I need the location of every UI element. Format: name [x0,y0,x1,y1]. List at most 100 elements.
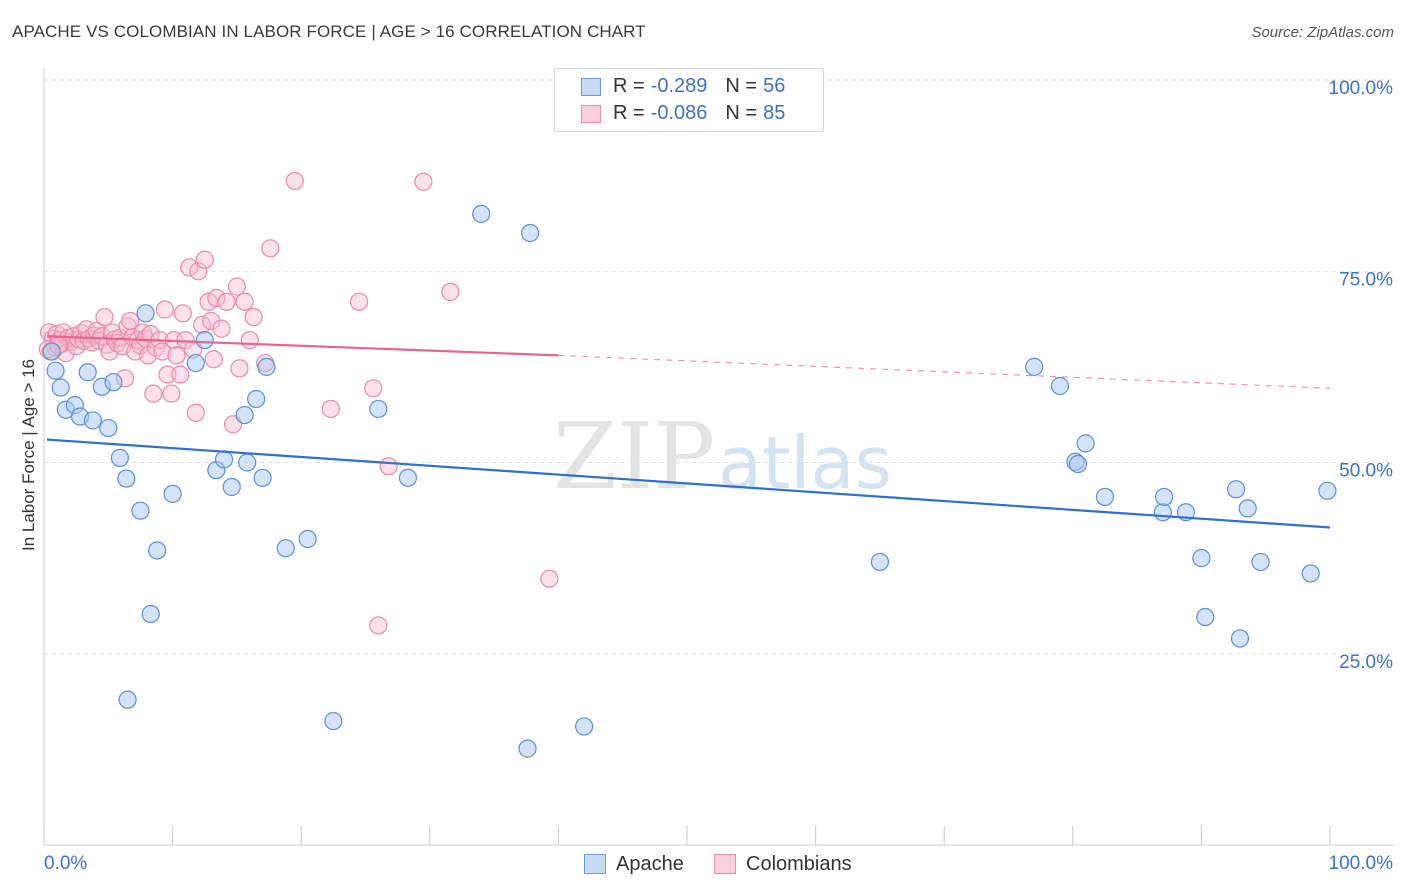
colombians-point [144,384,163,403]
colombians-point [207,288,226,308]
bottom-legend-colombians: Colombians [714,851,852,877]
colombians-point [244,308,263,327]
apache-point [521,223,540,243]
colombians-point [414,172,433,191]
apache-point [238,453,257,472]
apache-point [148,541,167,560]
apache-point [276,539,295,558]
colombians-n-value: 85 [763,102,786,124]
colombians-swatch [581,104,601,123]
apache-r-label: R = [613,75,645,97]
y-tick-label: 100.0% [1329,78,1394,99]
x-tick-label-max: 100.0% [1329,853,1394,874]
apache-point [163,484,182,503]
apache-point [222,477,241,497]
apache-point [247,389,266,409]
colombians-point [180,258,199,277]
colombians-point [95,308,114,327]
colombians-point [261,239,280,258]
apache-point [1076,434,1095,453]
apache-n-value: 56 [763,75,786,97]
colombians-point [379,457,398,476]
colombians-point [227,277,246,296]
colombians-r-label: R = [613,102,645,124]
apache-point [1227,480,1246,499]
trend-lines [46,335,1331,529]
colombians-points [38,171,559,635]
bottom-apache-swatch [584,854,606,874]
apache-point [257,357,276,376]
apache-point [195,331,214,350]
chart-title: APACHE VS COLOMBIAN IN LABOR FORCE | AGE… [12,22,646,41]
apache-point [253,468,272,487]
apache-point [131,501,150,520]
tick-labels: 25.0% 50.0% 75.0% 100.0% 0.0% 100.0% [44,78,1393,874]
y-axis-label: In Labor Force | Age > 16 [19,359,38,551]
apache-point [1025,357,1044,376]
colombians-point [158,365,177,384]
apache-point [1196,607,1215,627]
apache-point [1050,376,1070,396]
apache-point [870,552,890,572]
apache-point [235,405,254,425]
colombians-point [212,319,231,338]
colombians-point [441,282,460,302]
legend-row-apache: R = -0.289 N = 56 [555,73,785,100]
apache-point [298,529,317,549]
bottom-apache-label: Apache [616,852,684,875]
colombians-point [162,384,181,403]
colombians-trend-line [46,335,559,357]
apache-point [518,739,537,758]
apache-point [398,468,418,487]
apache-point [1192,549,1211,568]
x-tick-label-min: 0.0% [44,853,87,874]
apache-trend-line [46,438,1331,529]
apache-point [1155,487,1174,507]
apache-point [1318,481,1337,500]
apache-point [1251,552,1270,572]
colombians-point [285,171,304,191]
watermark-zip: ZIP [553,403,715,510]
apache-point [324,711,343,731]
source-label: Source: ZipAtlas.com [1251,24,1394,41]
colombians-point [153,342,172,361]
apache-point [575,717,594,736]
colombians-point [186,403,205,422]
apache-point [99,418,118,438]
colombians-point [189,262,208,281]
apache-point [78,363,97,382]
apache-point [186,353,205,373]
apache-point [46,361,65,380]
bottom-colombians-label: Colombians [746,852,852,875]
colombians-point [230,359,249,378]
apache-point [1301,564,1320,583]
colombians-point [369,616,388,635]
apache-point [1230,629,1250,648]
colombians-r-value: -0.086 [650,102,708,124]
colombians-point [349,292,369,311]
colombians-point [167,346,186,365]
apache-point [104,373,123,392]
y-tick-label: 50.0% [1339,461,1393,482]
apache-n-label: N = [725,75,758,97]
stats-legend: R = -0.289 N = 56 R = -0.086 N = 85 [554,68,824,132]
colombians-n-label: N = [725,102,758,124]
apache-point [472,204,491,223]
apache-points [42,204,1337,758]
colombians-point [173,304,192,323]
apache-point [141,604,160,624]
apache-point [110,448,129,468]
apache-point [1095,487,1115,507]
y-tick-label: 75.0% [1339,269,1393,290]
bottom-colombians-swatch [714,854,736,874]
colombians-point [171,365,190,384]
apache-point [214,450,234,469]
apache-swatch [581,77,601,96]
colombians-point [321,399,340,419]
colombians-point [235,292,254,311]
apache-r-value: -0.289 [650,75,708,97]
colombians-point [141,324,160,344]
apache-point [83,411,102,430]
colombians-point [195,250,214,269]
